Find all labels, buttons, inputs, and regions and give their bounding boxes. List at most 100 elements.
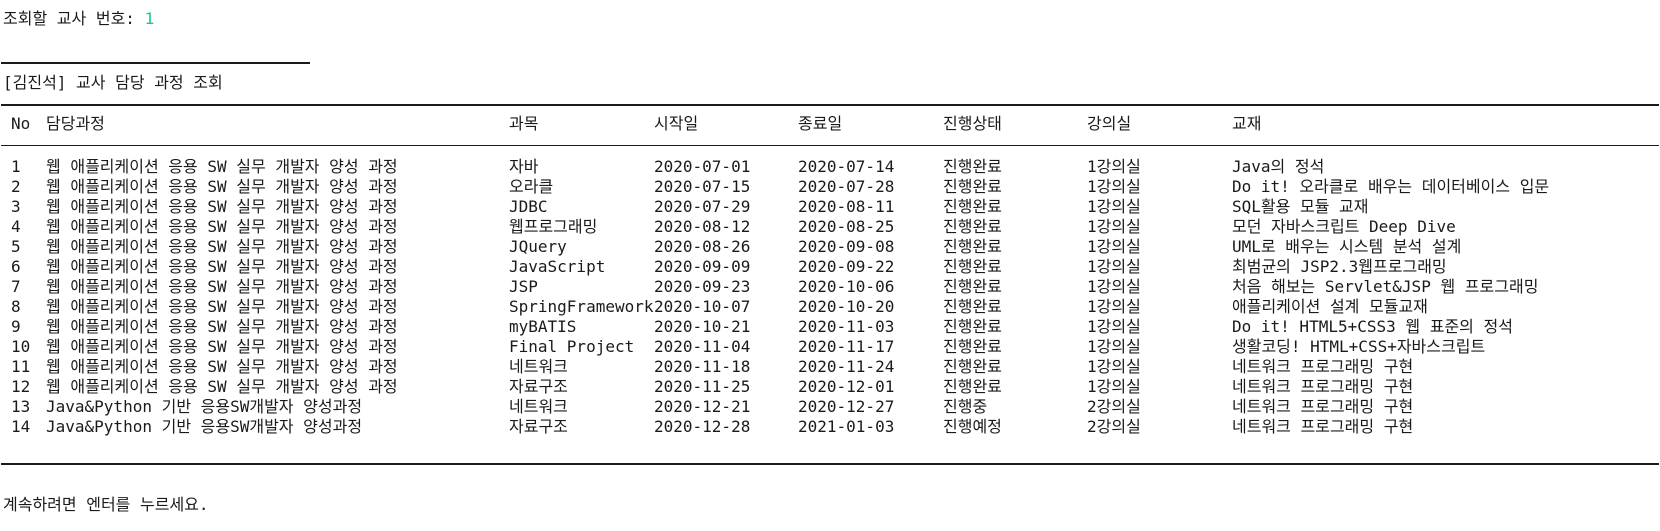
row-start-date: 2020-11-25 <box>654 377 751 396</box>
table-row: 9 웹 애플리케이션 응용 SW 실무 개발자 양성 과정 myBATIS 2020-… <box>0 317 1660 338</box>
table-row: 11 웹 애플리케이션 응용 SW 실무 개발자 양성 과정 네트워크 2020-11… <box>0 357 1660 378</box>
row-textbook: 모던 자바스크립트 Deep Dive <box>1232 217 1456 236</box>
row-start-date: 2020-07-01 <box>654 157 751 176</box>
row-course: 웹 애플리케이션 응용 SW 실무 개발자 양성 과정 <box>46 297 398 316</box>
row-textbook: Do it! 오라클로 배우는 데이터베이스 입문 <box>1232 177 1550 196</box>
table-row: 10 웹 애플리케이션 응용 SW 실무 개발자 양성 과정 Final Proje… <box>0 337 1660 358</box>
row-subject: 자료구조 <box>509 377 568 396</box>
row-classroom: 1강의실 <box>1087 337 1141 356</box>
table-row: 1 웹 애플리케이션 응용 SW 실무 개발자 양성 과정 자바 2020-07-01… <box>0 157 1660 178</box>
row-subject: 자바 <box>509 157 539 176</box>
row-subject: JQuery <box>509 237 567 256</box>
header-textbook: 교재 <box>1232 114 1262 133</box>
row-classroom: 2강의실 <box>1087 417 1141 436</box>
row-start-date: 2020-07-15 <box>654 177 751 196</box>
row-start-date: 2020-10-07 <box>654 297 751 316</box>
row-subject: 오라클 <box>509 177 554 196</box>
row-end-date: 2020-11-03 <box>798 317 895 336</box>
row-status: 진행완료 <box>943 337 1002 356</box>
row-textbook: Do it! HTML5+CSS3 웹 표준의 정석 <box>1232 317 1513 336</box>
row-subject: myBATIS <box>509 317 577 336</box>
row-course: 웹 애플리케이션 응용 SW 실무 개발자 양성 과정 <box>46 277 398 296</box>
row-classroom: 1강의실 <box>1087 377 1141 396</box>
row-no: 12 <box>11 377 31 396</box>
row-course: 웹 애플리케이션 응용 SW 실무 개발자 양성 과정 <box>46 337 398 356</box>
row-status: 진행완료 <box>943 297 1002 316</box>
row-textbook: SQL활용 모듈 교재 <box>1232 197 1369 216</box>
table-body: 1 웹 애플리케이션 응용 SW 실무 개발자 양성 과정 자바 2020-07-01… <box>0 157 1660 457</box>
section-title: [김진석] 교사 담당 과정 조회 <box>3 73 223 92</box>
row-subject: 웹프로그래밍 <box>509 217 598 236</box>
row-status: 진행완료 <box>943 357 1002 376</box>
row-status: 진행완료 <box>943 377 1002 396</box>
row-status: 진행완료 <box>943 177 1002 196</box>
row-course: 웹 애플리케이션 응용 SW 실무 개발자 양성 과정 <box>46 217 398 236</box>
row-end-date: 2020-10-06 <box>798 277 895 296</box>
row-status: 진행중 <box>943 397 988 416</box>
header-start-date: 시작일 <box>654 114 699 133</box>
row-classroom: 1강의실 <box>1087 317 1141 336</box>
row-no: 13 <box>11 397 31 416</box>
table-header-rule <box>1 145 1659 146</box>
header-course: 담당과정 <box>46 114 105 133</box>
row-textbook: 네트워크 프로그래밍 구현 <box>1232 357 1414 376</box>
row-end-date: 2020-07-28 <box>798 177 895 196</box>
row-no: 9 <box>11 317 21 336</box>
row-no: 4 <box>11 217 21 236</box>
row-no: 6 <box>11 257 21 276</box>
row-classroom: 1강의실 <box>1087 197 1141 216</box>
row-subject: JavaScript <box>509 257 606 276</box>
row-start-date: 2020-08-12 <box>654 217 751 236</box>
row-textbook: Java의 정석 <box>1232 157 1325 176</box>
row-subject: 네트워크 <box>509 397 568 416</box>
row-textbook: 애플리케이션 설계 모듈교재 <box>1232 297 1428 316</box>
row-end-date: 2020-08-11 <box>798 197 895 216</box>
row-status: 진행완료 <box>943 197 1002 216</box>
table-row: 5 웹 애플리케이션 응용 SW 실무 개발자 양성 과정 JQuery 2020-0… <box>0 237 1660 258</box>
row-start-date: 2020-11-04 <box>654 337 751 356</box>
table-row: 2 웹 애플리케이션 응용 SW 실무 개발자 양성 과정 오라클 2020-07-1… <box>0 177 1660 198</box>
row-start-date: 2020-09-09 <box>654 257 751 276</box>
row-classroom: 1강의실 <box>1087 217 1141 236</box>
header-status: 진행상태 <box>943 114 1002 133</box>
row-status: 진행완료 <box>943 317 1002 336</box>
row-subject: JSP <box>509 277 538 296</box>
row-course: 웹 애플리케이션 응용 SW 실무 개발자 양성 과정 <box>46 177 398 196</box>
table-bottom-rule <box>1 463 1659 465</box>
row-end-date: 2020-08-25 <box>798 217 895 236</box>
row-textbook: 처음 해보는 Servlet&JSP 웹 프로그래밍 <box>1232 277 1539 296</box>
row-end-date: 2020-12-27 <box>798 397 895 416</box>
row-subject: 네트워크 <box>509 357 568 376</box>
row-end-date: 2020-09-22 <box>798 257 895 276</box>
row-status: 진행완료 <box>943 277 1002 296</box>
row-classroom: 1강의실 <box>1087 297 1141 316</box>
header-subject: 과목 <box>509 114 539 133</box>
row-subject: Final Project <box>509 337 635 356</box>
row-no: 3 <box>11 197 21 216</box>
row-no: 11 <box>11 357 31 376</box>
row-subject: 자료구조 <box>509 417 568 436</box>
row-no: 1 <box>11 157 21 176</box>
row-status: 진행완료 <box>943 217 1002 236</box>
row-textbook: 네트워크 프로그래밍 구현 <box>1232 377 1414 396</box>
row-start-date: 2020-12-28 <box>654 417 751 436</box>
row-end-date: 2021-01-03 <box>798 417 895 436</box>
row-classroom: 2강의실 <box>1087 397 1141 416</box>
section-divider <box>1 62 310 64</box>
row-course: Java&Python 기반 응용SW개발자 양성과정 <box>46 397 363 416</box>
row-course: 웹 애플리케이션 응용 SW 실무 개발자 양성 과정 <box>46 157 398 176</box>
row-course: 웹 애플리케이션 응용 SW 실무 개발자 양성 과정 <box>46 237 398 256</box>
table-row: 4 웹 애플리케이션 응용 SW 실무 개발자 양성 과정 웹프로그래밍 2020-0… <box>0 217 1660 238</box>
row-start-date: 2020-11-18 <box>654 357 751 376</box>
row-end-date: 2020-10-20 <box>798 297 895 316</box>
row-course: 웹 애플리케이션 응용 SW 실무 개발자 양성 과정 <box>46 197 398 216</box>
row-start-date: 2020-09-23 <box>654 277 751 296</box>
row-classroom: 1강의실 <box>1087 177 1141 196</box>
row-no: 7 <box>11 277 21 296</box>
row-classroom: 1강의실 <box>1087 257 1141 276</box>
table-row: 12 웹 애플리케이션 응용 SW 실무 개발자 양성 과정 자료구조 2020-11… <box>0 377 1660 398</box>
teacher-number-input-value: 1 <box>144 9 155 28</box>
row-subject: SpringFramework <box>509 297 654 316</box>
table-row: 6 웹 애플리케이션 응용 SW 실무 개발자 양성 과정 JavaScript 20… <box>0 257 1660 278</box>
prompt-label: 조회할 교사 번호: <box>3 9 145 28</box>
